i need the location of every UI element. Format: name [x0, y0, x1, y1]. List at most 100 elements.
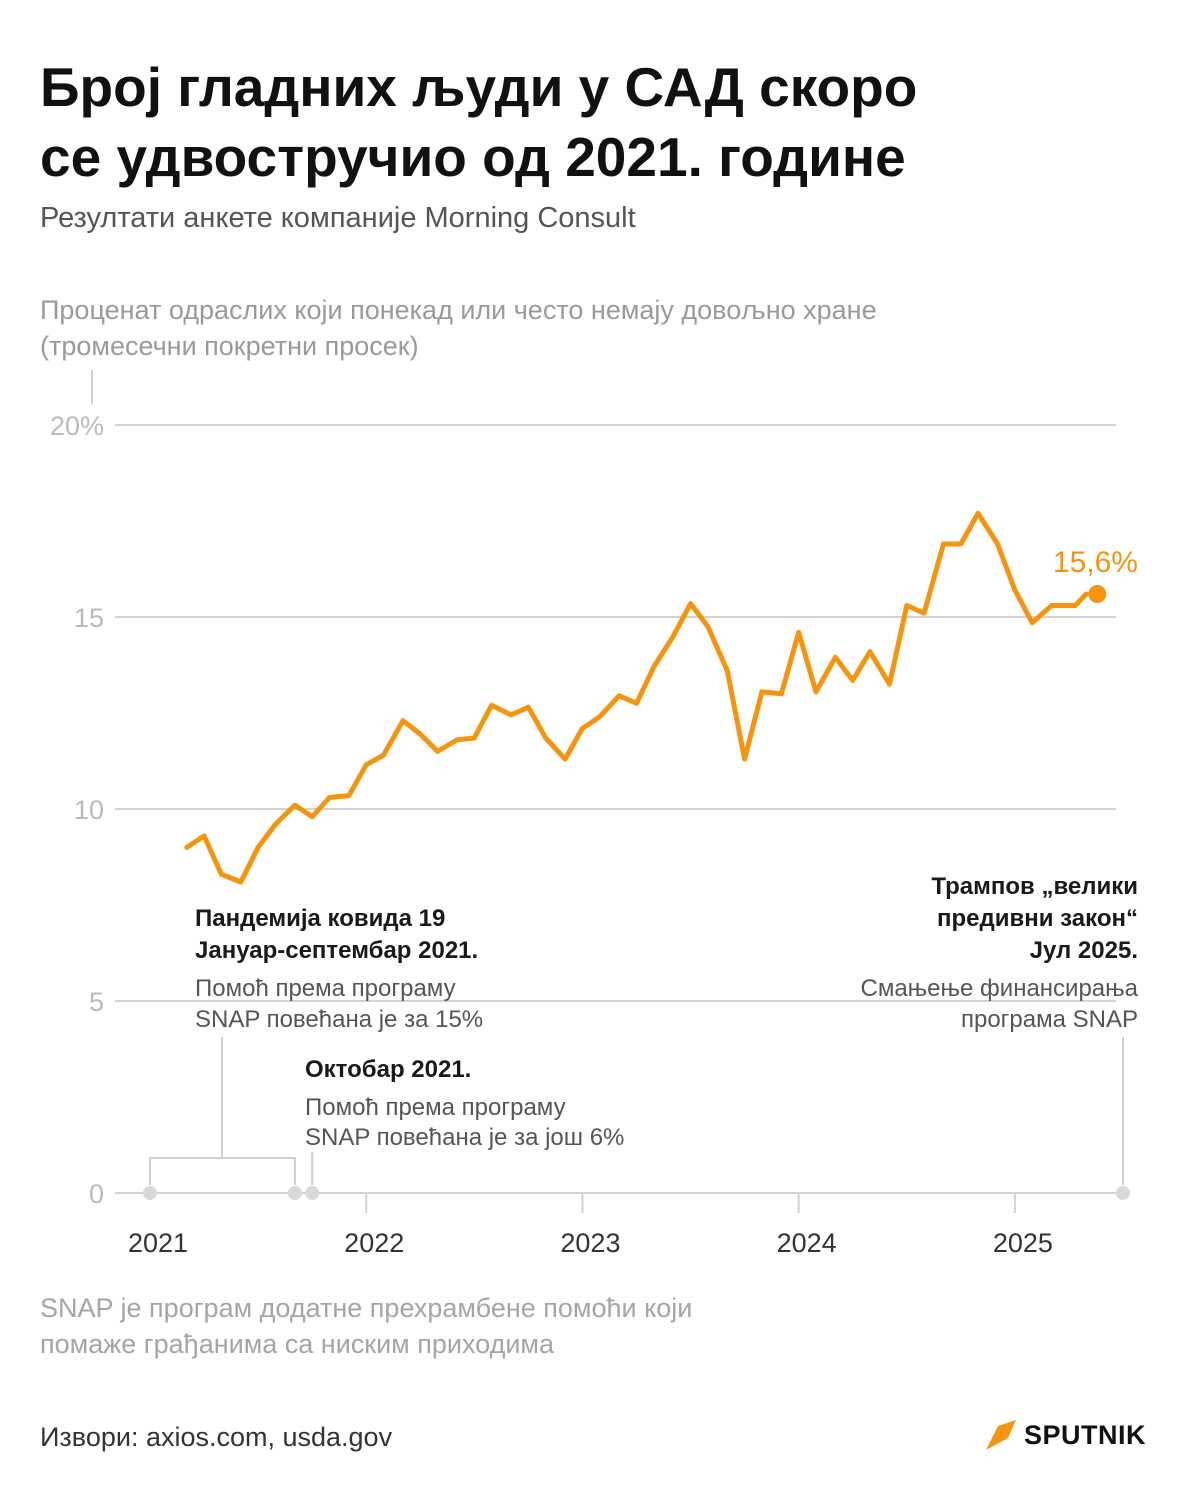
footnote-line-2: помаже грађанима са ниским приходима — [40, 1329, 555, 1359]
grid — [91, 370, 1116, 1194]
data-point-12 — [400, 718, 405, 723]
x-tick-label-2024: 2024 — [777, 1228, 837, 1258]
x-ticks: 2021 2022 2023 2024 2025 — [128, 1193, 1053, 1258]
data-point-16 — [472, 735, 477, 740]
october-title: Октобар 2021. — [305, 1056, 471, 1083]
data-point-33 — [779, 691, 784, 696]
y-tick-label-0: 0 — [89, 1179, 104, 1209]
annotation-october: Октобар 2021. Помоћ према програму SNAP … — [305, 1056, 624, 1151]
data-point-6 — [292, 803, 297, 808]
data-point-11 — [381, 753, 386, 758]
data-point-28 — [688, 601, 693, 606]
covid-title-1: Пандемија ковида 19 — [195, 905, 445, 932]
y-tick-label-10: 10 — [74, 795, 104, 825]
data-point-3 — [238, 879, 243, 884]
trump-title-1: Трампов „велики — [931, 873, 1138, 900]
data-point-5 — [273, 822, 278, 827]
data-point-0 — [184, 845, 189, 850]
series-line — [184, 510, 1089, 885]
trump-title-3: Јул 2025. — [1030, 937, 1138, 964]
october-text-1: Помоћ према програму — [305, 1094, 566, 1121]
data-point-31 — [742, 757, 747, 762]
x-tick-label-2022: 2022 — [344, 1228, 404, 1258]
data-point-7 — [310, 814, 315, 819]
data-point-34 — [796, 630, 801, 635]
data-point-14 — [435, 749, 440, 754]
annotation-covid: Пандемија ковида 19 Јануар-септембар 202… — [195, 905, 483, 1033]
last-value-dot — [1088, 584, 1107, 603]
data-point-48 — [1049, 603, 1054, 608]
y-tick-label-5: 5 — [89, 987, 104, 1017]
data-point-49 — [1066, 603, 1071, 608]
last-value-label: 15,6% — [1053, 546, 1138, 579]
sputnik-logo: SPUTNIK — [984, 1418, 1146, 1452]
sputnik-logo-icon — [986, 1420, 1016, 1450]
x-tick-label-2023: 2023 — [560, 1228, 620, 1258]
annotation-trump: Трампов „велики предивни закон“ Јул 2025… — [861, 873, 1139, 1033]
data-point-10 — [364, 762, 369, 767]
data-point-51 — [1084, 591, 1089, 596]
logo-text: SPUTNIK — [1024, 1419, 1147, 1450]
y-ticks: 0 5 10 15 20% — [50, 411, 104, 1209]
page-title: Број гладних људи у САД скоро се удвостр… — [40, 52, 1160, 192]
y-axis-label-line-2: (тромесечни покретни просек) — [40, 331, 419, 361]
annotation-leaders — [149, 1037, 1124, 1185]
subtitle: Резултати анкете компаније Morning Consu… — [40, 202, 636, 234]
event-dot-3 — [1116, 1186, 1130, 1200]
data-point-20 — [543, 735, 548, 740]
title-line-2: се удвостручио од 2021. године — [40, 126, 906, 188]
data-point-1 — [202, 833, 207, 838]
data-point-36 — [833, 655, 838, 660]
data-point-39 — [887, 682, 892, 687]
data-point-25 — [634, 701, 639, 706]
data-point-40 — [904, 603, 909, 608]
data-point-26 — [651, 664, 656, 669]
data-point-42 — [941, 542, 946, 547]
data-point-19 — [526, 705, 531, 710]
trump-text-2: програма SNAP — [961, 1006, 1138, 1033]
data-point-46 — [1012, 588, 1017, 593]
data-point-50 — [1073, 603, 1078, 608]
event-dot-1 — [287, 1186, 302, 1200]
event-dot-2 — [305, 1186, 320, 1200]
data-point-35 — [813, 689, 818, 694]
source: Извори: axios.com, usda.gov — [40, 1422, 393, 1452]
y-tick-label-20: 20% — [50, 411, 104, 441]
data-point-37 — [850, 678, 855, 683]
data-point-45 — [995, 542, 1000, 547]
title-line-1: Број гладних људи у САД скоро — [40, 56, 918, 118]
y-tick-label-15: 15 — [74, 603, 104, 633]
data-point-38 — [868, 649, 873, 654]
trump-text-1: Смањење финансирања — [861, 975, 1139, 1002]
data-point-21 — [563, 757, 568, 762]
covid-title-2: Јануар-септембар 2021. — [195, 937, 478, 964]
covid-text-2: SNAP повећана је за 15% — [195, 1006, 483, 1033]
data-point-24 — [617, 693, 622, 698]
data-point-43 — [958, 542, 963, 547]
data-point-44 — [976, 511, 981, 516]
event-dot-0 — [143, 1186, 157, 1200]
data-point-29 — [705, 624, 710, 629]
data-point-17 — [489, 703, 494, 708]
data-point-47 — [1030, 620, 1035, 625]
data-point-23 — [597, 714, 602, 719]
data-point-32 — [759, 689, 764, 694]
data-point-41 — [922, 611, 927, 616]
data-point-8 — [327, 795, 332, 800]
x-tick-label-2025: 2025 — [993, 1228, 1053, 1258]
data-point-2 — [219, 872, 224, 877]
data-point-22 — [580, 726, 585, 731]
data-point-13 — [418, 732, 423, 737]
y-axis-label: Проценат одраслих који понекад или често… — [40, 292, 1080, 364]
trump-title-2: предивни закон“ — [937, 905, 1138, 932]
y-axis-label-line-1: Проценат одраслих који понекад или често… — [40, 295, 877, 325]
data-point-15 — [455, 737, 460, 742]
data-point-27 — [671, 634, 676, 639]
data-point-4 — [256, 845, 261, 850]
october-text-2: SNAP повећана је за још 6% — [305, 1124, 624, 1151]
data-point-30 — [725, 668, 730, 673]
covid-bracket — [149, 1157, 296, 1185]
event-markers — [143, 1186, 1130, 1200]
data-point-18 — [509, 712, 514, 717]
